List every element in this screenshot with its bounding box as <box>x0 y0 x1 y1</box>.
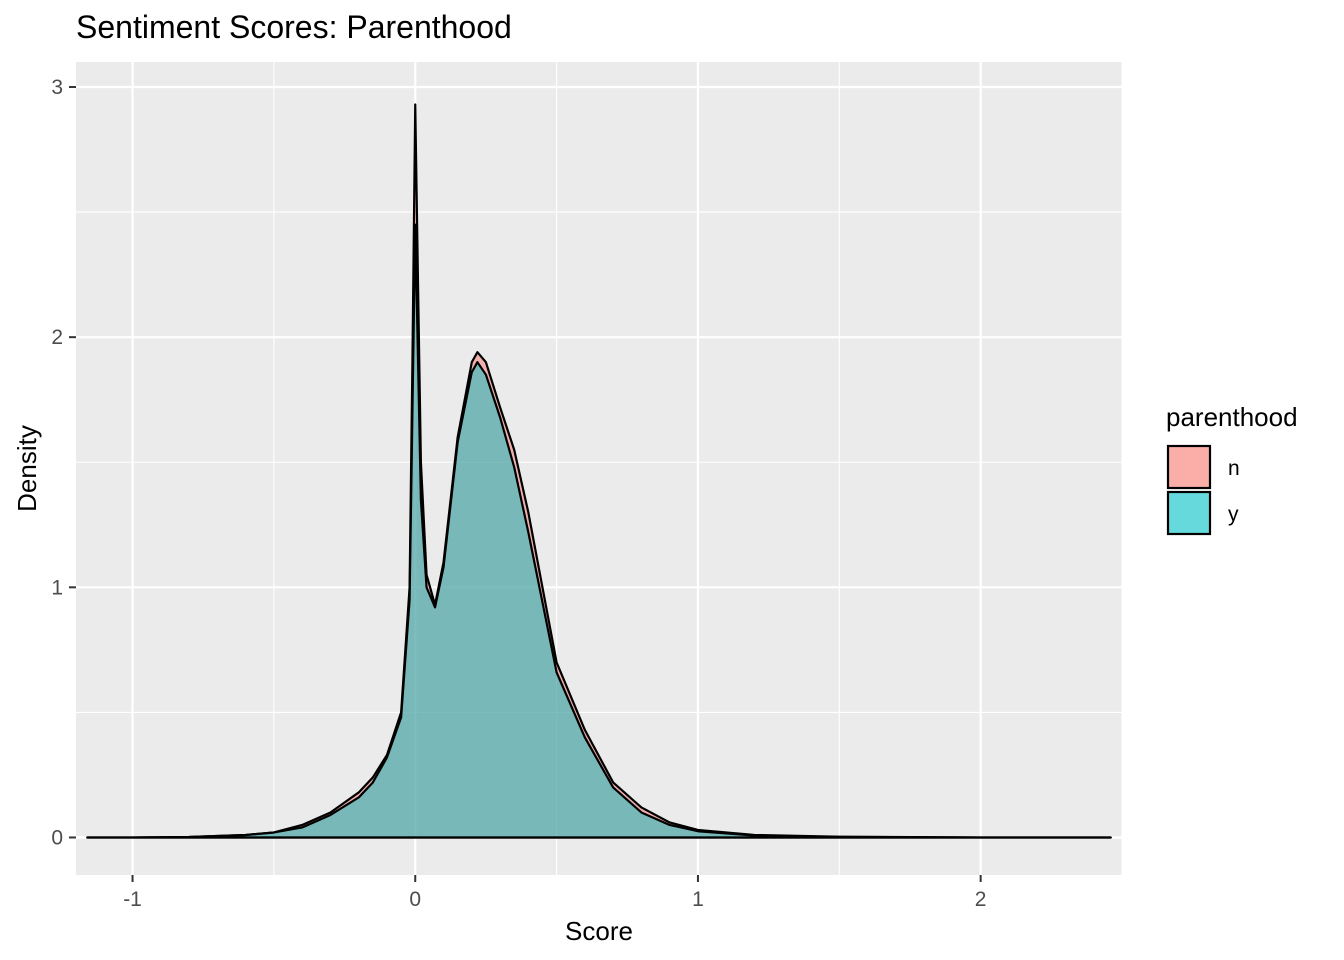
legend-swatch-y <box>1166 490 1212 536</box>
chart-title: Sentiment Scores: Parenthood <box>76 9 512 45</box>
x-axis-title: Score <box>565 916 633 946</box>
y-tick-label: 1 <box>51 576 63 599</box>
y-axis-title: Density <box>12 425 42 512</box>
density-area-y <box>86 223 1112 839</box>
density-areas <box>86 103 1112 839</box>
plot-panel <box>76 62 1122 875</box>
x-axis: -1 0 1 2 <box>123 875 986 911</box>
y-axis: 0 1 2 3 <box>51 76 76 849</box>
legend-label-n: n <box>1228 457 1240 480</box>
legend-label-y: y <box>1228 503 1239 526</box>
y-tick-label: 2 <box>51 326 63 349</box>
x-tick-label: 0 <box>409 888 421 911</box>
x-tick-label: 1 <box>692 888 704 911</box>
legend-title: parenthood <box>1166 402 1298 432</box>
legend: parenthood ny <box>1166 402 1298 536</box>
x-tick-label: 2 <box>975 888 987 911</box>
legend-swatch-n <box>1166 444 1212 490</box>
y-tick-label: 3 <box>51 76 63 99</box>
x-tick-label: -1 <box>123 888 142 911</box>
minor-gridlines <box>76 62 1123 875</box>
y-tick-label: 0 <box>51 826 63 849</box>
